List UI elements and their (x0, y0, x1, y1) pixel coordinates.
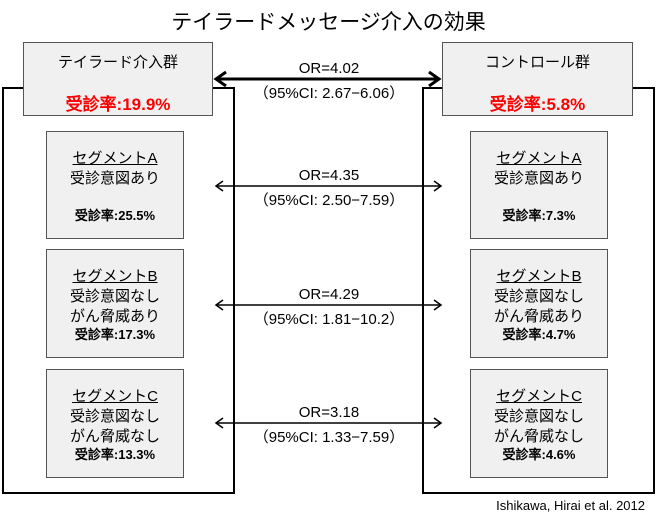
control-group-rate: 受診率:5.8% (489, 95, 586, 114)
segment-line: 受診意図あり (69, 170, 160, 187)
citation: Ishikawa, Hirai et al. 2012 (496, 498, 645, 513)
ci-segment-a: （95%CI: 2.50−7.59） (253, 192, 405, 209)
intervention-segment-c: セグメントC 受診意図なし がん脅威なし 受診率:13.3% (46, 369, 184, 478)
control-frame-top-left (422, 87, 444, 89)
intervention-group-rate: 受診率:19.9% (65, 95, 171, 114)
segment-line: 受診意図なし (493, 408, 584, 425)
arrow-overall (213, 70, 442, 88)
ci-overall: （95%CI: 2.67−6.06） (253, 85, 405, 102)
segment-line: がん脅威あり (69, 308, 160, 325)
segment-rate: 受診率:13.3% (74, 447, 156, 462)
ci-segment-c: （95%CI: 1.33−7.59） (253, 429, 405, 446)
or-segment-c: OR=3.18 (298, 404, 360, 421)
arrow-segment-c (214, 417, 443, 429)
control-segment-b: セグメントB 受診意図なし がん脅威あり 受診率:4.7% (470, 249, 608, 358)
ci-segment-b: （95%CI: 1.81−10.2） (253, 311, 405, 328)
segment-rate: 受診率:7.3% (502, 208, 576, 223)
control-segment-c: セグメントC 受診意図なし がん脅威なし 受診率:4.6% (470, 369, 608, 478)
arrow-segment-b (214, 299, 443, 311)
intervention-segment-a: セグメントA 受診意図あり 受診率:25.5% (46, 131, 184, 239)
control-frame (422, 87, 655, 494)
or-segment-b: OR=4.29 (298, 286, 360, 303)
segment-rate: 受診率:17.3% (74, 327, 156, 342)
segment-heading: セグメントA (496, 150, 582, 167)
segment-rate: 受診率:4.7% (502, 327, 576, 342)
segment-rate: 受診率:4.6% (502, 447, 576, 462)
segment-line: がん脅威なし (69, 428, 160, 445)
intervention-frame (2, 87, 235, 494)
intervention-frame-top-left (2, 87, 24, 89)
intervention-header-box: テイラード介入群 受診率:19.9% (23, 42, 213, 116)
segment-line: 受診意図なし (69, 408, 160, 425)
segment-heading: セグメントA (72, 150, 158, 167)
control-header-box: コントロール群 受診率:5.8% (442, 42, 633, 116)
segment-heading: セグメントC (496, 388, 582, 405)
intervention-group-name: テイラード介入群 (57, 54, 178, 71)
segment-line: がん脅威なし (493, 428, 584, 445)
segment-rate: 受診率:25.5% (74, 208, 156, 223)
intervention-segment-b: セグメントB 受診意図なし がん脅威あり 受診率:17.3% (46, 249, 184, 358)
arrow-segment-a (214, 180, 443, 192)
intervention-frame-top-right (212, 87, 235, 89)
segment-line: 受診意図なし (69, 288, 160, 305)
control-frame-top-right (632, 87, 655, 89)
segment-heading: セグメントB (496, 268, 582, 285)
or-segment-a: OR=4.35 (298, 167, 360, 184)
segment-line: がん脅威あり (493, 308, 584, 325)
control-group-name: コントロール群 (484, 54, 590, 71)
or-overall: OR=4.02 (298, 60, 360, 77)
segment-line: 受診意図あり (493, 170, 584, 187)
control-segment-a: セグメントA 受診意図あり 受診率:7.3% (470, 131, 608, 239)
segment-heading: セグメントC (72, 388, 158, 405)
diagram-title: テイラードメッセージ介入の効果 (171, 11, 486, 34)
segment-heading: セグメントB (72, 268, 158, 285)
segment-line: 受診意図なし (493, 288, 584, 305)
